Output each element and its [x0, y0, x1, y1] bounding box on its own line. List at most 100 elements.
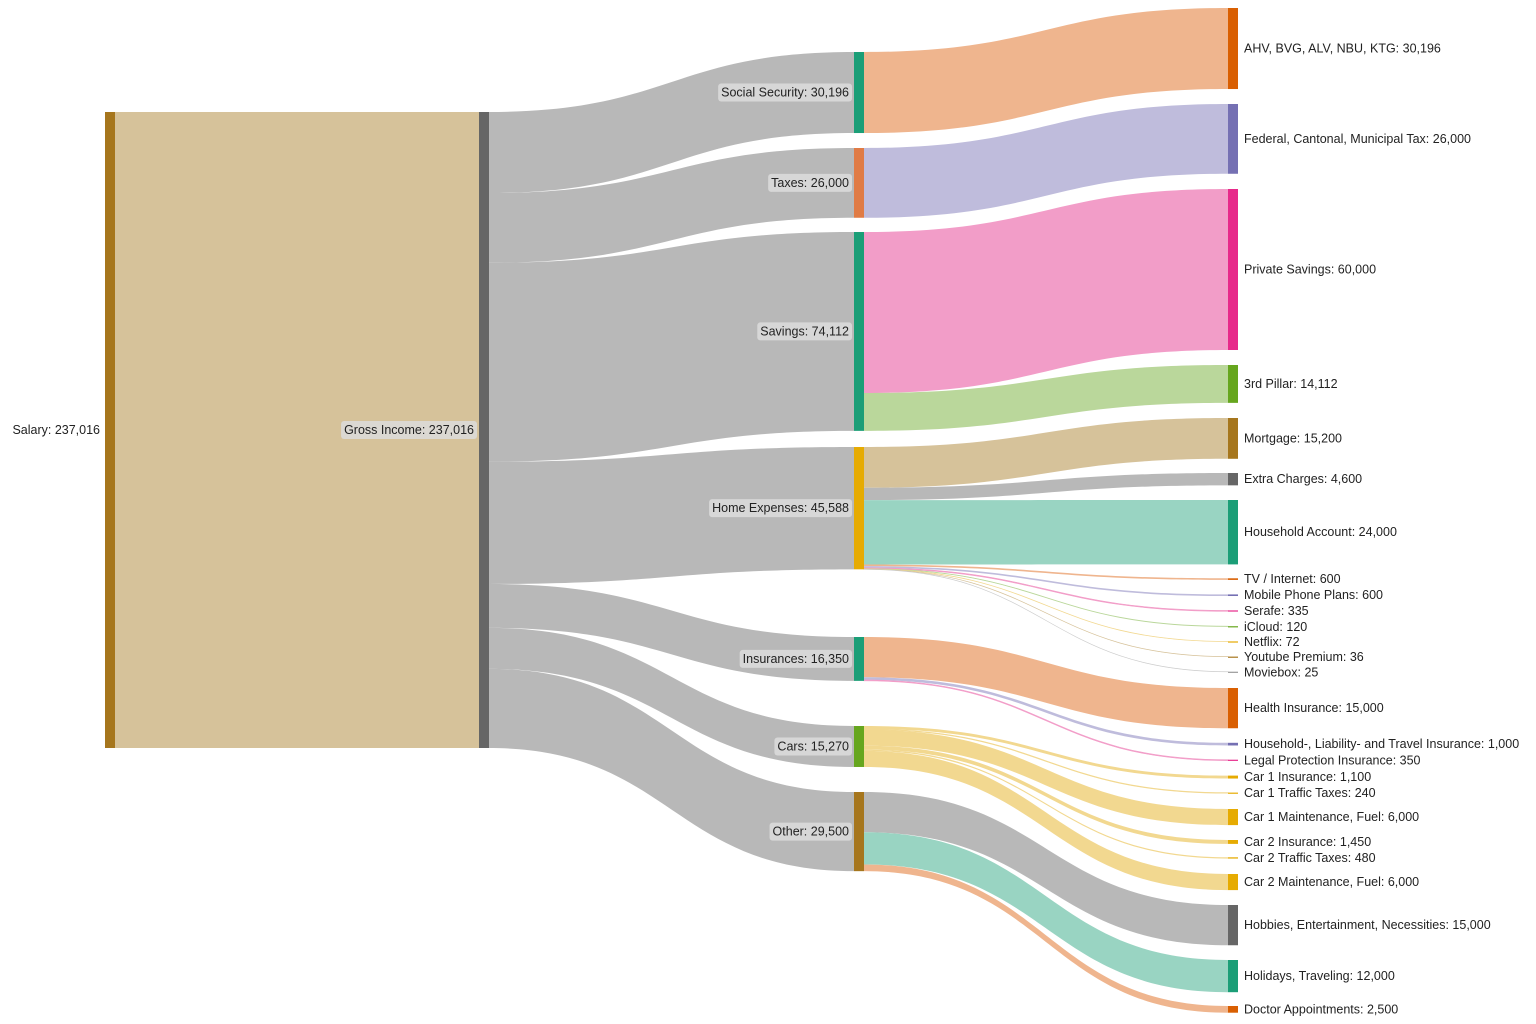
- label-text-gross: Gross Income: 237,016: [344, 423, 474, 437]
- label-box-insur: [739, 649, 853, 668]
- label-box-social: [718, 83, 853, 102]
- label-text-insur: Insurances: 16,350: [743, 652, 849, 666]
- label-text-c1maint: Car 1 Maintenance, Fuel: 6,000: [1244, 810, 1419, 824]
- label-text-extra: Extra Charges: 4,600: [1244, 472, 1362, 486]
- label-text-fedtax: Federal, Cantonal, Municipal Tax: 26,000: [1244, 132, 1471, 146]
- node-c1tax: [1228, 792, 1238, 794]
- label-box-cars: [774, 737, 853, 756]
- label-youtube: Youtube Premium: 36: [1244, 650, 1364, 664]
- label-doctor: Doctor Appointments: 2,500: [1244, 1002, 1398, 1016]
- link-cars-to-c1maint: [864, 729, 1228, 826]
- link-savings-to-private: [864, 189, 1228, 394]
- label-mobile: Mobile Phone Plans: 600: [1244, 588, 1383, 602]
- link-gross-to-home: [489, 447, 854, 584]
- link-other-to-holidays: [864, 832, 1228, 993]
- label-cars: Cars: 15,270: [774, 737, 853, 756]
- node-c2tax: [1228, 857, 1238, 859]
- node-household: [1228, 500, 1238, 565]
- label-text-c2maint: Car 2 Maintenance, Fuel: 6,000: [1244, 875, 1419, 889]
- label-box-taxes: [768, 173, 853, 192]
- link-insur-to-hhliab: [864, 677, 1228, 746]
- link-cars-to-c1ins: [864, 726, 1228, 779]
- nodes-layer: [105, 8, 1238, 1013]
- label-box-other: [769, 822, 853, 841]
- label-c1tax: Car 1 Traffic Taxes: 240: [1244, 786, 1376, 800]
- label-text-social: Social Security: 30,196: [721, 86, 849, 100]
- node-mortgage: [1228, 418, 1238, 459]
- link-taxes-to-fedtax: [864, 104, 1228, 218]
- label-legal: Legal Protection Insurance: 350: [1244, 753, 1421, 767]
- node-c1ins: [1228, 775, 1238, 779]
- link-other-to-hobbies: [864, 792, 1228, 946]
- link-salary-to-gross: [115, 112, 479, 748]
- label-text-taxes: Taxes: 26,000: [771, 176, 849, 190]
- node-serafe: [1228, 610, 1238, 612]
- label-text-health: Health Insurance: 15,000: [1244, 701, 1384, 715]
- node-fedtax: [1228, 104, 1238, 174]
- label-private: Private Savings: 60,000: [1244, 263, 1376, 277]
- node-icloud: [1228, 626, 1238, 628]
- label-text-doctor: Doctor Appointments: 2,500: [1244, 1002, 1398, 1016]
- node-mobile: [1228, 594, 1238, 597]
- link-savings-to-pillar: [864, 365, 1228, 431]
- label-text-household: Household Account: 24,000: [1244, 525, 1397, 539]
- label-text-netflix: Netflix: 72: [1244, 635, 1300, 649]
- label-text-cars: Cars: 15,270: [777, 739, 849, 753]
- label-box-home: [709, 499, 853, 518]
- link-home-to-icloud: [863, 568, 1229, 627]
- node-c1maint: [1228, 809, 1238, 826]
- node-ahv: [1228, 8, 1238, 90]
- link-cars-to-c2tax: [864, 749, 1228, 859]
- node-c2ins: [1228, 840, 1238, 844]
- link-home-to-netflix: [863, 568, 1229, 642]
- label-text-holidays: Holidays, Traveling: 12,000: [1244, 969, 1395, 983]
- node-moviebox: [1228, 671, 1238, 673]
- node-private: [1228, 189, 1238, 351]
- label-text-tv: TV / Internet: 600: [1244, 572, 1341, 586]
- label-c1maint: Car 1 Maintenance, Fuel: 6,000: [1244, 810, 1419, 824]
- label-text-pillar: 3rd Pillar: 14,112: [1244, 377, 1338, 391]
- node-extra: [1228, 473, 1238, 486]
- link-social-to-ahv: [864, 8, 1228, 134]
- label-text-hhliab: Household-, Liability- and Travel Insura…: [1244, 737, 1519, 751]
- label-health: Health Insurance: 15,000: [1244, 701, 1384, 715]
- label-taxes: Taxes: 26,000: [768, 173, 853, 192]
- label-social: Social Security: 30,196: [718, 83, 853, 102]
- label-serafe: Serafe: 335: [1244, 604, 1309, 618]
- label-tv: TV / Internet: 600: [1244, 572, 1341, 586]
- node-taxes: [854, 148, 864, 218]
- link-home-to-tv: [864, 564, 1228, 580]
- node-netflix: [1228, 641, 1238, 643]
- label-fedtax: Federal, Cantonal, Municipal Tax: 26,000: [1244, 132, 1471, 146]
- link-gross-to-cars: [489, 627, 854, 767]
- link-gross-to-savings: [489, 232, 854, 462]
- node-holidays: [1228, 960, 1238, 993]
- node-health: [1228, 688, 1238, 729]
- link-home-to-serafe: [863, 567, 1229, 612]
- node-home: [854, 447, 864, 570]
- label-text-salary: Salary: 237,016: [12, 423, 100, 437]
- label-netflix: Netflix: 72: [1244, 635, 1300, 649]
- label-other: Other: 29,500: [769, 822, 853, 841]
- node-pillar: [1228, 365, 1238, 403]
- label-text-moviebox: Moviebox: 25: [1244, 665, 1318, 679]
- node-doctor: [1228, 1006, 1238, 1013]
- label-moviebox: Moviebox: 25: [1244, 665, 1318, 679]
- label-text-ahv: AHV, BVG, ALV, NBU, KTG: 30,196: [1244, 42, 1441, 56]
- node-legal: [1228, 759, 1238, 761]
- link-gross-to-other: [489, 668, 854, 872]
- label-ahv: AHV, BVG, ALV, NBU, KTG: 30,196: [1244, 42, 1441, 56]
- node-gross: [479, 112, 489, 748]
- link-home-to-extra: [864, 473, 1228, 501]
- label-text-private: Private Savings: 60,000: [1244, 263, 1376, 277]
- label-hobbies: Hobbies, Entertainment, Necessities: 15,…: [1244, 918, 1491, 932]
- label-text-legal: Legal Protection Insurance: 350: [1244, 753, 1421, 767]
- label-text-c2tax: Car 2 Traffic Taxes: 480: [1244, 851, 1376, 865]
- label-text-savings: Savings: 74,112: [760, 324, 849, 338]
- labels-layer: Salary: 237,016 Gross Income: 237,016 Soci…: [12, 42, 1519, 1017]
- label-hhliab: Household-, Liability- and Travel Insura…: [1244, 737, 1519, 751]
- links-layer: [115, 8, 1229, 1013]
- label-text-c1ins: Car 1 Insurance: 1,100: [1244, 770, 1371, 784]
- label-c2tax: Car 2 Traffic Taxes: 480: [1244, 851, 1376, 865]
